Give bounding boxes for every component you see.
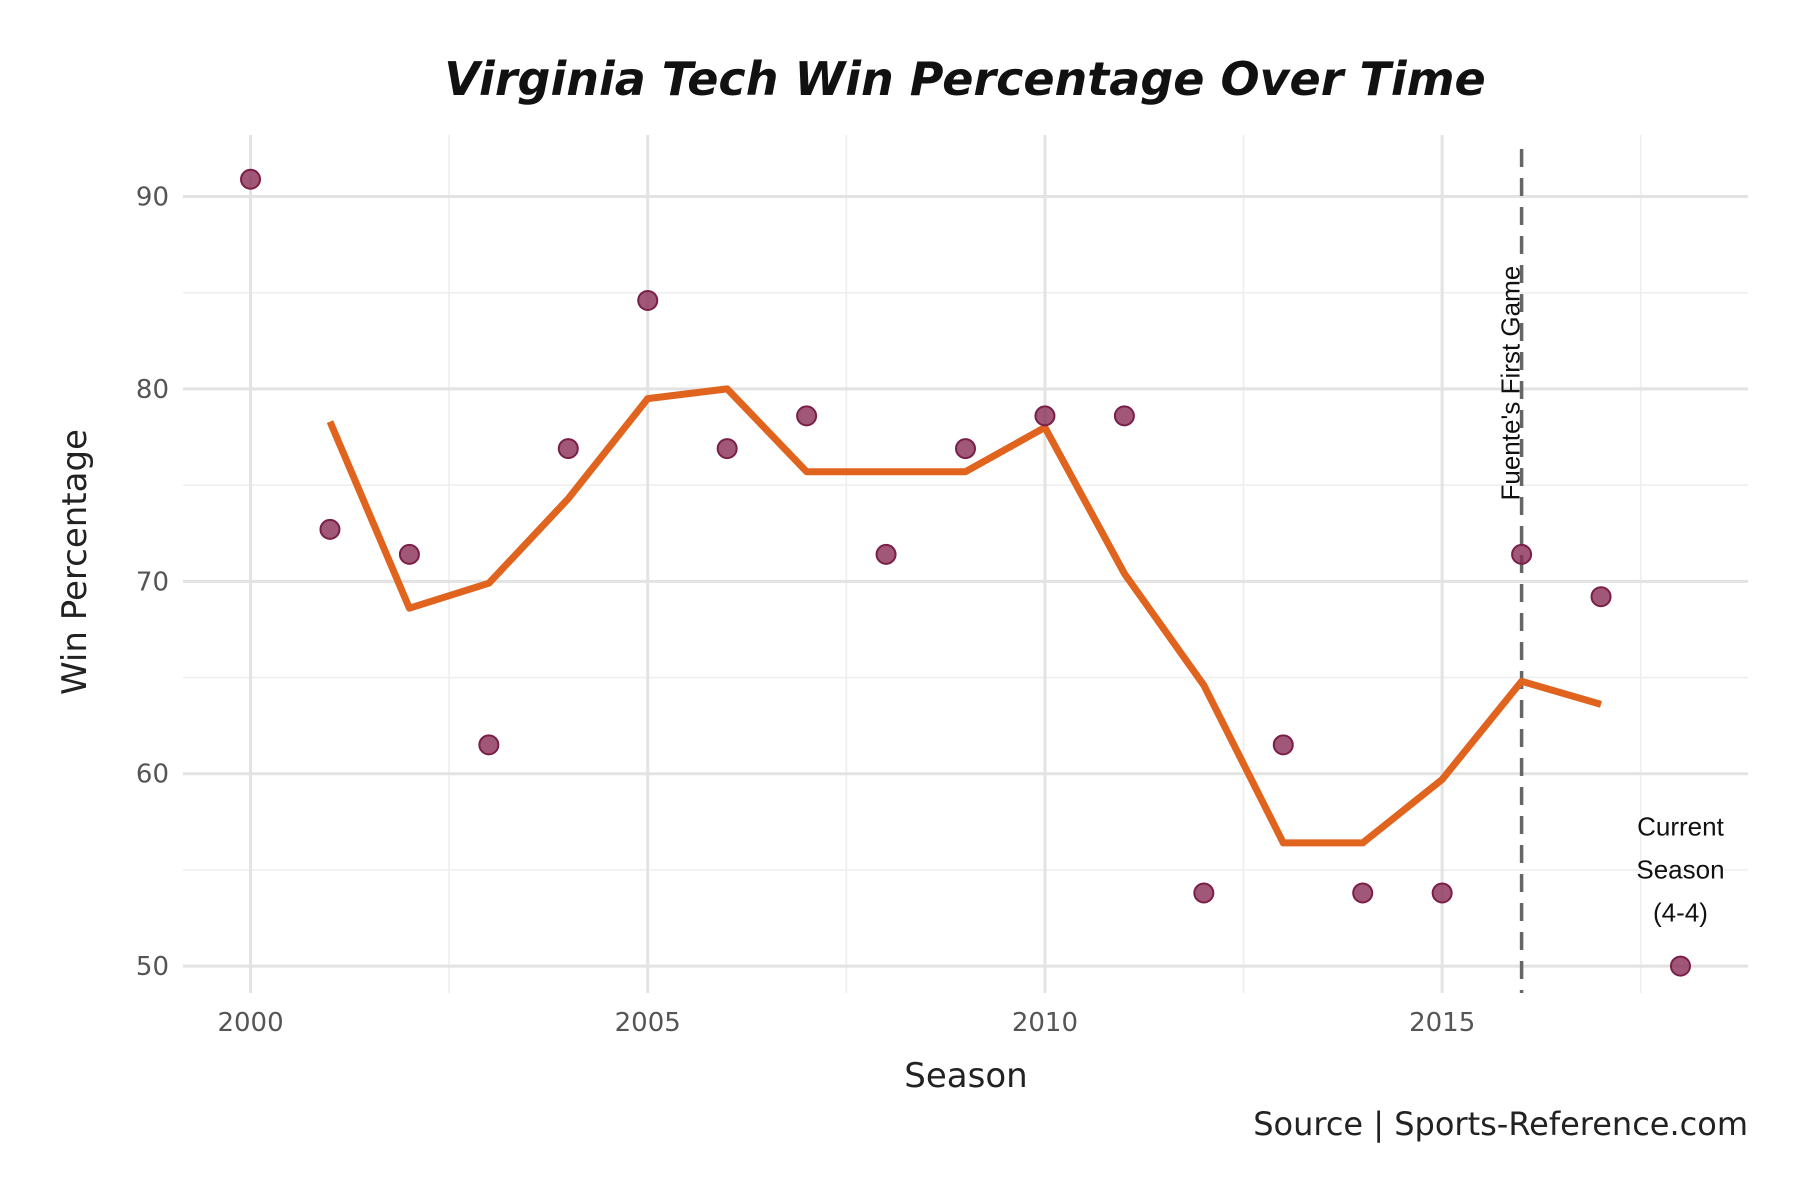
y-tick-label: 60 xyxy=(136,760,169,790)
y-axis-ticks: 50 60 70 80 90 xyxy=(136,183,169,983)
data-point xyxy=(319,518,341,540)
data-point xyxy=(1511,543,1533,565)
trend-line xyxy=(326,385,1602,847)
data-point xyxy=(1193,882,1215,904)
x-axis-ticks: 2000 2005 2010 2015 xyxy=(217,1008,1475,1038)
data-point xyxy=(1034,405,1056,427)
data-point xyxy=(1113,405,1135,427)
data-point xyxy=(875,543,897,565)
y-tick-label: 70 xyxy=(136,567,169,597)
data-point xyxy=(478,734,500,756)
data-point xyxy=(1272,734,1294,756)
x-tick-label: 2015 xyxy=(1409,1008,1475,1038)
annotation-label: Current Season (4-4) xyxy=(1636,811,1724,927)
data-point xyxy=(796,405,818,427)
data-point xyxy=(637,289,659,311)
data-point xyxy=(240,168,262,190)
y-tick-label: 50 xyxy=(136,952,169,982)
x-axis-title: Season xyxy=(904,1056,1027,1096)
data-point xyxy=(955,438,976,460)
annotation-label: Fuente's First Game xyxy=(1496,266,1526,501)
data-point xyxy=(398,543,420,565)
y-axis-title: Win Percentage xyxy=(55,429,95,695)
data-point xyxy=(1590,586,1612,608)
trend-line-layer xyxy=(326,385,1602,847)
data-point xyxy=(1352,882,1374,904)
y-tick-label: 80 xyxy=(136,375,169,405)
data-point xyxy=(1431,882,1453,904)
grid xyxy=(183,135,1748,993)
annotations: Fuente's First Game Current Season (4-4) xyxy=(1496,266,1725,927)
source-caption: Source | Sports-Reference.com xyxy=(1253,1105,1748,1143)
data-point xyxy=(1669,955,1691,977)
y-tick-label: 90 xyxy=(136,183,169,213)
data-point xyxy=(557,438,579,460)
chart-title: Virginia Tech Win Percentage Over Time xyxy=(444,52,1485,106)
x-tick-label: 2000 xyxy=(217,1008,283,1038)
data-point xyxy=(716,438,738,460)
x-tick-label: 2010 xyxy=(1012,1008,1078,1038)
x-tick-label: 2005 xyxy=(615,1008,681,1038)
data-points-layer xyxy=(240,168,1691,977)
